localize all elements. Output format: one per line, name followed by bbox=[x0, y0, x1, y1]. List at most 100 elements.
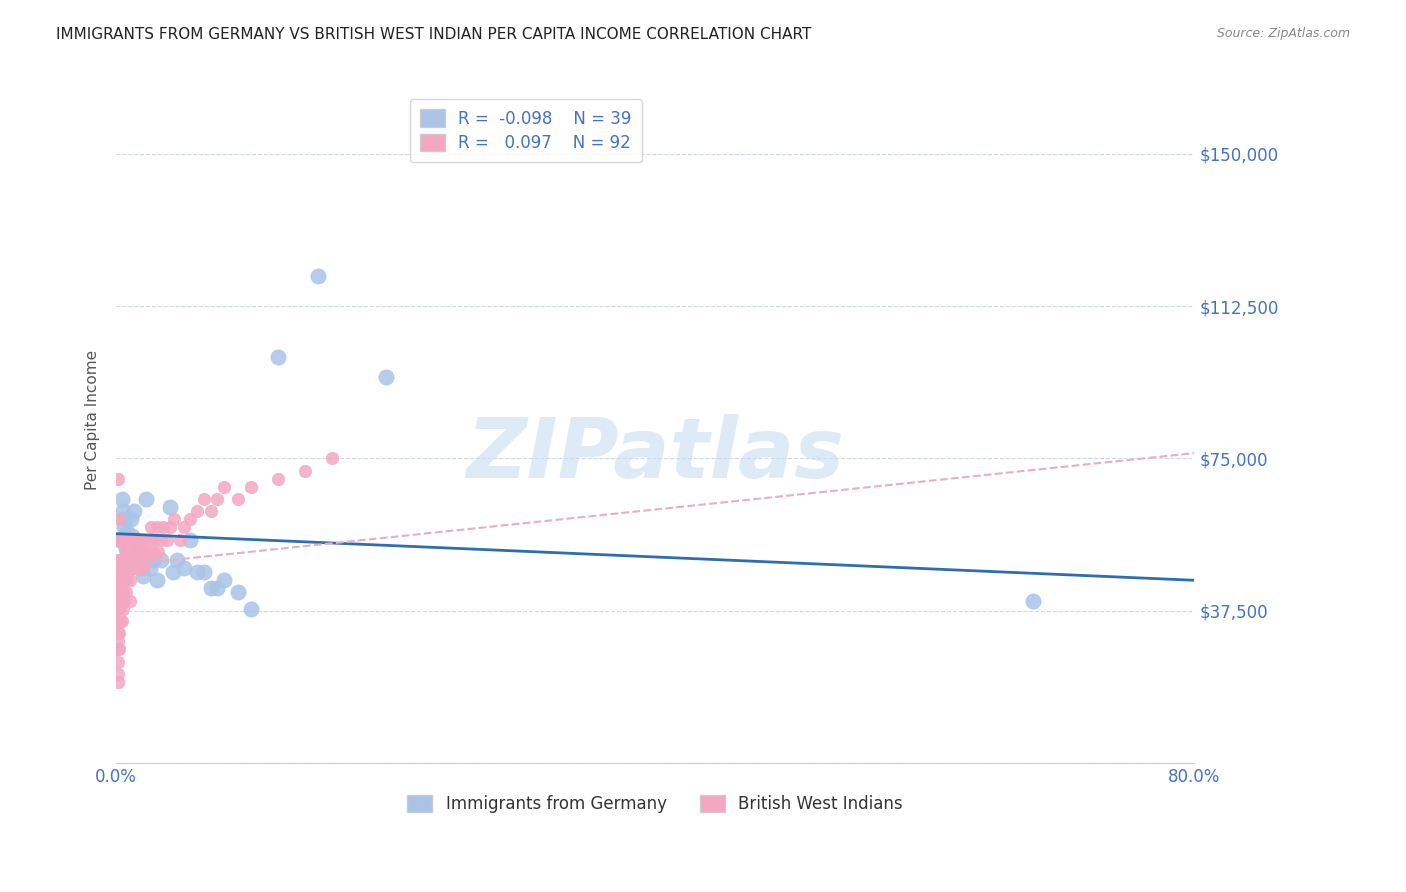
Point bbox=[212, 574, 235, 588]
Point bbox=[142, 545, 165, 559]
Y-axis label: Per Capita Income: Per Capita Income bbox=[86, 351, 100, 491]
Point bbox=[107, 553, 129, 567]
Point bbox=[115, 553, 138, 567]
Point bbox=[108, 601, 131, 615]
Point bbox=[152, 520, 174, 534]
Point bbox=[111, 574, 134, 588]
Point bbox=[107, 626, 129, 640]
Point bbox=[146, 545, 169, 559]
Point bbox=[107, 593, 129, 607]
Point bbox=[112, 574, 135, 588]
Point bbox=[110, 574, 132, 588]
Point bbox=[115, 545, 138, 559]
Point bbox=[108, 614, 131, 628]
Point bbox=[240, 601, 263, 615]
Point bbox=[120, 512, 142, 526]
Point bbox=[179, 512, 201, 526]
Point bbox=[131, 561, 153, 575]
Point bbox=[108, 574, 131, 588]
Point bbox=[193, 491, 215, 506]
Point bbox=[118, 533, 141, 547]
Point bbox=[212, 480, 235, 494]
Point bbox=[207, 491, 229, 506]
Point bbox=[127, 545, 149, 559]
Point bbox=[149, 533, 172, 547]
Point bbox=[120, 553, 142, 567]
Point bbox=[114, 561, 136, 575]
Point bbox=[114, 585, 136, 599]
Point bbox=[112, 512, 135, 526]
Point bbox=[124, 561, 146, 575]
Point bbox=[136, 545, 159, 559]
Point bbox=[111, 553, 134, 567]
Point bbox=[156, 533, 179, 547]
Point bbox=[127, 545, 149, 559]
Point bbox=[112, 553, 135, 567]
Point bbox=[124, 533, 146, 547]
Point bbox=[132, 569, 155, 583]
Point bbox=[117, 545, 139, 559]
Point bbox=[121, 561, 143, 575]
Point bbox=[115, 524, 138, 539]
Point bbox=[122, 553, 145, 567]
Text: IMMIGRANTS FROM GERMANY VS BRITISH WEST INDIAN PER CAPITA INCOME CORRELATION CHA: IMMIGRANTS FROM GERMANY VS BRITISH WEST … bbox=[56, 27, 811, 42]
Point bbox=[132, 545, 155, 559]
Point bbox=[107, 472, 129, 486]
Point bbox=[149, 553, 172, 567]
Point bbox=[107, 585, 129, 599]
Point bbox=[118, 553, 141, 567]
Point bbox=[159, 520, 181, 534]
Point bbox=[226, 491, 249, 506]
Point bbox=[108, 512, 131, 526]
Point bbox=[120, 533, 142, 547]
Point bbox=[125, 533, 148, 547]
Point bbox=[111, 593, 134, 607]
Point bbox=[139, 561, 162, 575]
Point bbox=[110, 593, 132, 607]
Point bbox=[321, 451, 343, 466]
Point bbox=[163, 512, 186, 526]
Point bbox=[294, 464, 316, 478]
Point bbox=[374, 370, 396, 384]
Point bbox=[111, 614, 134, 628]
Point bbox=[121, 545, 143, 559]
Point bbox=[121, 528, 143, 542]
Point bbox=[125, 553, 148, 567]
Point bbox=[136, 553, 159, 567]
Point bbox=[162, 565, 184, 579]
Point bbox=[129, 561, 152, 575]
Point bbox=[111, 561, 134, 575]
Point bbox=[107, 634, 129, 648]
Point bbox=[143, 553, 166, 567]
Point bbox=[111, 585, 134, 599]
Point bbox=[159, 500, 181, 515]
Legend: Immigrants from Germany, British West Indians: Immigrants from Germany, British West In… bbox=[398, 785, 912, 823]
Point bbox=[117, 561, 139, 575]
Point bbox=[115, 574, 138, 588]
Point bbox=[107, 674, 129, 689]
Point bbox=[111, 601, 134, 615]
Point bbox=[143, 533, 166, 547]
Point bbox=[107, 601, 129, 615]
Point bbox=[111, 491, 134, 506]
Point bbox=[169, 533, 191, 547]
Point bbox=[1021, 593, 1043, 607]
Point bbox=[108, 561, 131, 575]
Point bbox=[110, 614, 132, 628]
Point bbox=[139, 533, 162, 547]
Point bbox=[186, 565, 208, 579]
Point bbox=[267, 472, 290, 486]
Point bbox=[110, 553, 132, 567]
Point bbox=[200, 504, 222, 518]
Point bbox=[118, 574, 141, 588]
Point bbox=[134, 533, 156, 547]
Point bbox=[118, 593, 141, 607]
Point bbox=[112, 593, 135, 607]
Point bbox=[114, 541, 136, 555]
Point bbox=[108, 626, 131, 640]
Point bbox=[107, 655, 129, 669]
Point bbox=[267, 350, 290, 364]
Point bbox=[173, 520, 195, 534]
Point bbox=[141, 520, 163, 534]
Point bbox=[145, 574, 167, 588]
